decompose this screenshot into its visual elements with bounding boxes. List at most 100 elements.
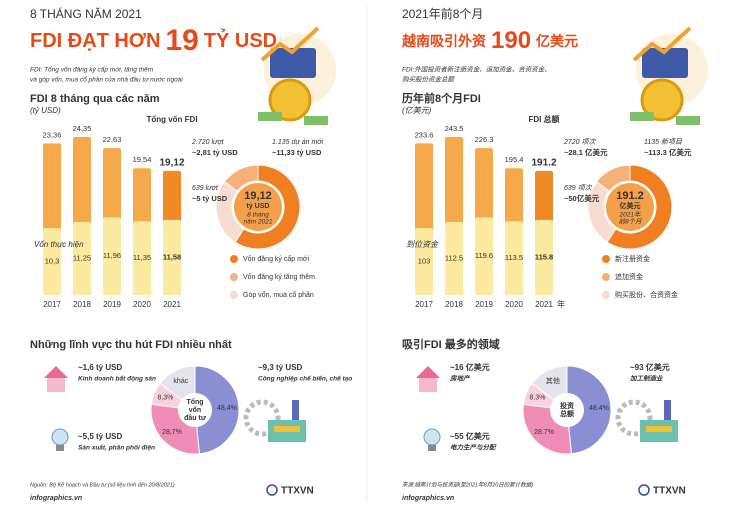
value-label: 19,12 [159, 158, 184, 169]
realized-bar [505, 221, 523, 295]
house-icon [47, 378, 65, 392]
source: Nguồn: Bộ Kế hoạch và Đầu tư (số liệu tí… [30, 481, 175, 488]
house-icon [419, 378, 437, 392]
illustration-arrow [632, 26, 692, 62]
x-tick-label: 2019 [475, 300, 493, 309]
donut-value-label: ~5 tỷ USD [192, 194, 228, 203]
headline-part: 越南吸引外资 [401, 33, 486, 49]
sector-amount: ~9,3 tỷ USD [258, 363, 302, 372]
pie-center-text: 总额 [560, 409, 574, 418]
value-label: 10,3 [45, 257, 60, 266]
legend-label: Góp vốn, mua cổ phần [243, 290, 314, 299]
headline: 越南吸引外资 190 亿美元 [401, 27, 578, 54]
x-tick-label: 2021 [535, 300, 553, 309]
kicker: 2021年前8个月 [402, 6, 483, 21]
illustration-screen [270, 48, 316, 78]
pie-label: 28.7% [534, 429, 554, 436]
bulb-icon [51, 428, 69, 446]
donut-count: 2.720 lượt [191, 139, 225, 146]
legend-label: Vốn đăng ký cấp mới [243, 254, 310, 263]
factory-icon [646, 426, 672, 432]
pie-label: khác [173, 378, 188, 385]
house-icon [44, 366, 68, 378]
illustration-coin [640, 78, 684, 122]
donut-segment [595, 164, 631, 192]
illustration-arrow [260, 26, 320, 62]
note: FDI: Tổng vốn đăng ký cấp mới, tăng thêm [30, 66, 154, 74]
realized-bar [73, 222, 91, 295]
x-tick-label: 2017 [43, 300, 61, 309]
pie-label: 28,7% [162, 429, 182, 436]
donut-segment [606, 164, 673, 250]
series-label: Tổng vốn FDI [146, 115, 197, 124]
logo-mark [266, 484, 278, 496]
legend-swatch [230, 291, 238, 299]
realized-bar [163, 219, 181, 295]
headline-part: 190 [491, 27, 531, 54]
donut-value-label: ~2,81 tỷ USD [192, 148, 238, 157]
factory-icon [274, 426, 300, 432]
realized-bar [133, 221, 151, 295]
value-label: 103 [418, 257, 431, 266]
gear-icon [243, 399, 281, 437]
value-label: 11,25 [73, 253, 91, 262]
value-label: 112.5 [445, 253, 463, 262]
donut-center-text: tỷ USD [247, 203, 270, 210]
pie-center-text: vốn [189, 406, 201, 414]
logo-mark [638, 484, 650, 496]
value-label: 24,35 [73, 124, 92, 133]
factory-icon [292, 400, 299, 420]
sector-name: Công nghiệp chế biến, chế tạo [258, 375, 352, 383]
pie-label: 其他 [546, 376, 560, 385]
bulb-icon [56, 445, 64, 451]
x-tick-label: 2020 [505, 300, 523, 309]
donut-count: 639 lượt [192, 185, 219, 192]
legend-swatch [602, 291, 610, 299]
value-label: 119.6 [475, 251, 493, 260]
bulb-icon [423, 428, 441, 446]
site: infographics.vn [402, 495, 454, 502]
site: infographics.vn [30, 495, 82, 502]
pie-center-text: Tổng [186, 398, 203, 406]
sector-name: 电力生产与分配 [450, 444, 497, 452]
donut-value-label: ~113.3 亿美元 [644, 147, 692, 157]
pie-label: 48,4% [217, 405, 237, 412]
series-label: FDI 总额 [528, 114, 559, 124]
donut-count: 639 项次 [564, 184, 593, 192]
donut-center [606, 183, 654, 231]
illustration-cash [304, 116, 328, 125]
value-label: 23,36 [43, 130, 62, 139]
section-title: 吸引FDI 最多的领域 [402, 337, 500, 351]
series-label: 到位资金 [406, 240, 439, 249]
pie-label: 8.3% [529, 395, 545, 402]
value-label: 233.6 [415, 130, 434, 139]
legend-swatch [602, 273, 610, 281]
donut-value-label: ~50亿美元 [564, 193, 600, 203]
realized-bar [475, 217, 493, 295]
kicker: 8 THÁNG NĂM 2021 [30, 6, 142, 21]
donut-count: 1135 新项目 [644, 138, 683, 146]
pie-label: 48.4% [589, 405, 609, 412]
illustration-cash [676, 116, 700, 125]
sector-name: Sản xuất, phân phối điện [78, 444, 155, 452]
realized-bar [103, 217, 121, 295]
sector-name: 房地产 [449, 375, 471, 383]
sector-amount: ~5,5 tỷ USD [78, 432, 122, 441]
x-tick-label: 2021 [163, 300, 181, 309]
note: FDI:外国投资者新注册资金、追加资金、合资资金、 [402, 66, 551, 74]
value-label: 11,35 [133, 253, 151, 262]
panel: 8 THÁNG NĂM 2021 FDI ĐẠT HƠN 19 TỶ USD FDI: … [30, 6, 352, 502]
bulb-icon [428, 445, 436, 451]
value-label: 226.3 [475, 135, 494, 144]
donut-center-text: 8 tháng [247, 212, 269, 219]
value-label: 113.5 [505, 253, 523, 262]
donut-center-text: 2021年 [619, 211, 642, 219]
donut-center-text: năm 2021 [244, 219, 273, 226]
legend-swatch [602, 255, 610, 263]
headline: FDI ĐẠT HƠN 19 TỶ USD [30, 24, 277, 57]
headline-part: TỶ USD [204, 29, 277, 52]
pie-center [550, 393, 584, 427]
donut-value-label: ~28.1 亿美元 [564, 147, 608, 157]
sector-amount: ~1,6 tỷ USD [78, 363, 122, 372]
